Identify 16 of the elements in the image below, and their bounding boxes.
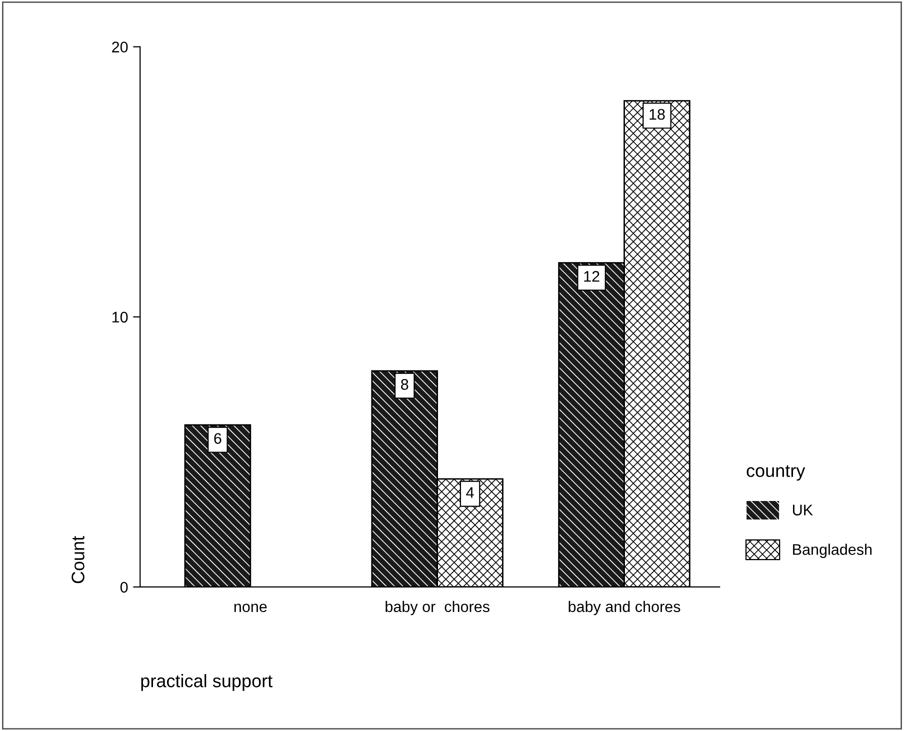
y-axis-title: Count <box>72 536 84 584</box>
y-tick-label: 20 <box>112 42 128 52</box>
x-tick-label: none <box>234 604 267 612</box>
data-label: 12 <box>584 271 600 282</box>
x-axis-title: practical support <box>141 674 272 691</box>
x-tick-label: baby or chores <box>386 600 490 616</box>
legend-title: country <box>746 465 806 481</box>
data-label: 4 <box>466 487 474 498</box>
y-tick-label: 0 <box>120 582 128 593</box>
legend-label: UK <box>793 504 813 516</box>
data-label: 8 <box>401 379 408 390</box>
y-tick-label: 10 <box>112 312 128 323</box>
data-label: 18 <box>650 108 665 120</box>
data-label: 6 <box>214 433 222 444</box>
legend-label: Bangladesh <box>793 544 872 558</box>
x-tick-label: baby and chores <box>568 600 680 616</box>
